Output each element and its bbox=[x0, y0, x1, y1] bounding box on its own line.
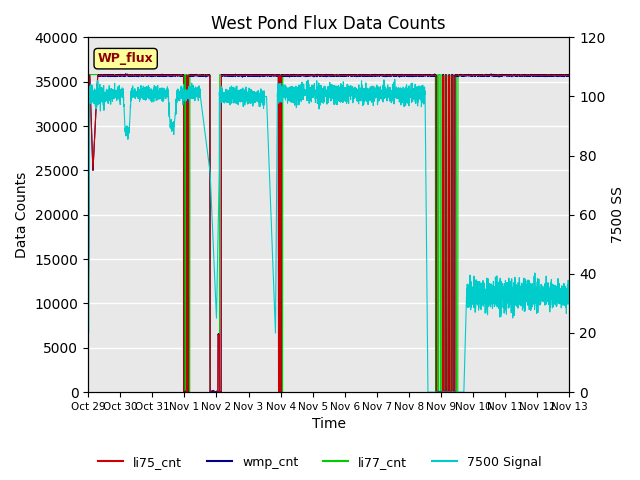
Y-axis label: 7500 SS: 7500 SS bbox=[611, 186, 625, 243]
Legend: li75_cnt, wmp_cnt, li77_cnt, 7500 Signal: li75_cnt, wmp_cnt, li77_cnt, 7500 Signal bbox=[93, 451, 547, 474]
X-axis label: Time: Time bbox=[312, 418, 346, 432]
Y-axis label: Data Counts: Data Counts bbox=[15, 172, 29, 258]
Title: West Pond Flux Data Counts: West Pond Flux Data Counts bbox=[211, 15, 446, 33]
Text: WP_flux: WP_flux bbox=[98, 52, 154, 65]
